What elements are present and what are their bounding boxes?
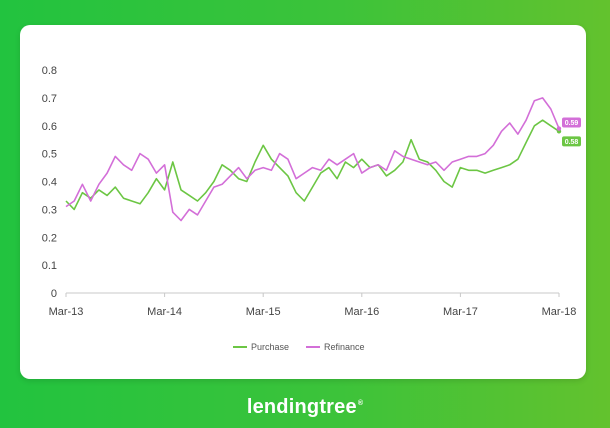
end-label-refinance: 0.59 (565, 120, 579, 127)
y-tick-label: 0.3 (42, 204, 57, 216)
y-tick-label: 0.6 (42, 121, 57, 133)
legend-label-refinance: Refinance (324, 342, 365, 352)
series-layer (65, 97, 560, 222)
x-axis: Mar-13 Mar-14 Mar-15 Mar-16 Mar-17 Mar-18 (49, 293, 577, 318)
y-tick-label: 0.5 (42, 149, 57, 161)
x-tick-label: Mar-16 (344, 306, 379, 318)
x-tick-label: Mar-14 (147, 306, 182, 318)
brand-name: lendingtree (246, 396, 357, 418)
trademark-symbol: ® (357, 400, 364, 408)
y-tick-label: 0.2 (42, 232, 57, 244)
end-labels: 0.58 0.59 (556, 117, 581, 147)
x-tick-label: Mar-13 (49, 306, 84, 318)
y-tick-label: 0.1 (42, 260, 57, 272)
lendingtree-logo: lendingtree® (0, 396, 610, 419)
legend-label-purchase: Purchase (251, 342, 289, 352)
chart-card: 0 0.1 0.2 0.3 0.4 0.5 0.6 0.7 0.8 Mar-13 Mar-14 Ma… (20, 25, 586, 379)
x-tick-label: Mar-18 (542, 306, 577, 318)
end-label-badge-refinance (562, 117, 581, 128)
line-chart: 00.10.20.30.40.50.60.70.8 Mar-13 Mar-14 Ma… (42, 65, 581, 352)
legend: Purchase Refinance (233, 342, 365, 352)
series-line-refinance (65, 97, 560, 222)
y-tick-label: 0 (51, 288, 57, 300)
end-label-purchase: 0.58 (565, 139, 579, 146)
y-tick-label: 0.8 (42, 65, 57, 77)
x-tick-label: Mar-15 (246, 306, 281, 318)
y-axis: 0 0.1 0.2 0.3 0.4 0.5 0.6 0.7 0.8 (42, 65, 57, 300)
x-tick-label: Mar-17 (443, 306, 478, 318)
y-tick-label: 0.7 (42, 93, 57, 105)
end-label-badge-purchase (562, 136, 581, 147)
series-line-purchase (65, 119, 560, 211)
end-point-refinance (556, 126, 562, 131)
y-tick-label: 0.4 (42, 177, 57, 189)
